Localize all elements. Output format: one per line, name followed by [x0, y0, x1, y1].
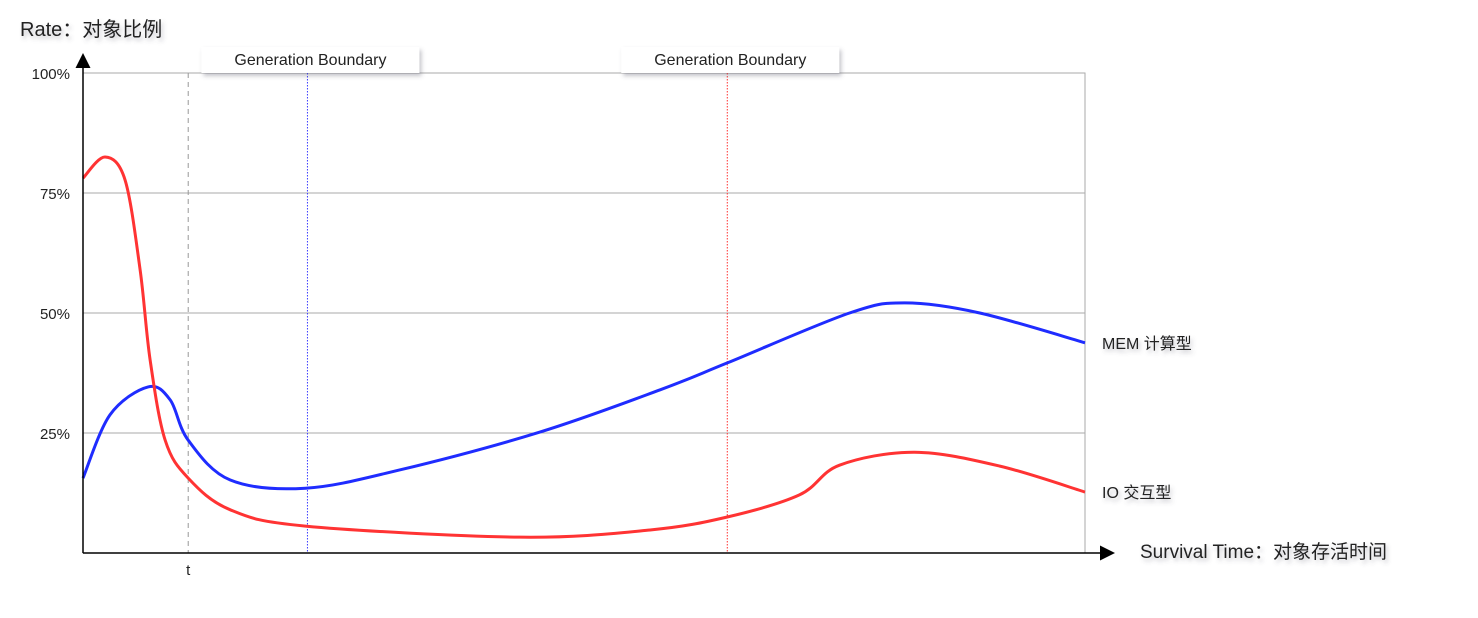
boundary-label: Generation Boundary [654, 52, 806, 69]
y-tick-label: 50% [40, 306, 70, 323]
series-line [81, 301, 1086, 491]
boundary-markers: Generation Boundary Generation Boundary [187, 47, 840, 553]
grid [83, 192, 1085, 434]
y-axis-label: Rate：对象比例 [20, 18, 162, 41]
boundary-label-box [621, 47, 840, 73]
series-label: IO 交互型 [1102, 484, 1171, 502]
tick-labels: 100% 75% 50% 25% t [32, 66, 191, 579]
x-axis-label: Survival Time：对象存活时间 [1140, 541, 1387, 563]
y-tick-label: 75% [40, 186, 70, 203]
y-tick-label: 25% [40, 426, 70, 443]
series-lines [81, 155, 1086, 539]
series-label: MEM 计算型 [1102, 334, 1192, 353]
boundary-label-box [201, 47, 420, 73]
series-labels: MEM 计算型 IO 交互型 [1102, 334, 1192, 502]
series-line [81, 155, 1086, 539]
x-tick-label: t [186, 562, 191, 579]
y-tick-label: 100% [32, 66, 70, 83]
boundary-label: Generation Boundary [234, 52, 386, 69]
